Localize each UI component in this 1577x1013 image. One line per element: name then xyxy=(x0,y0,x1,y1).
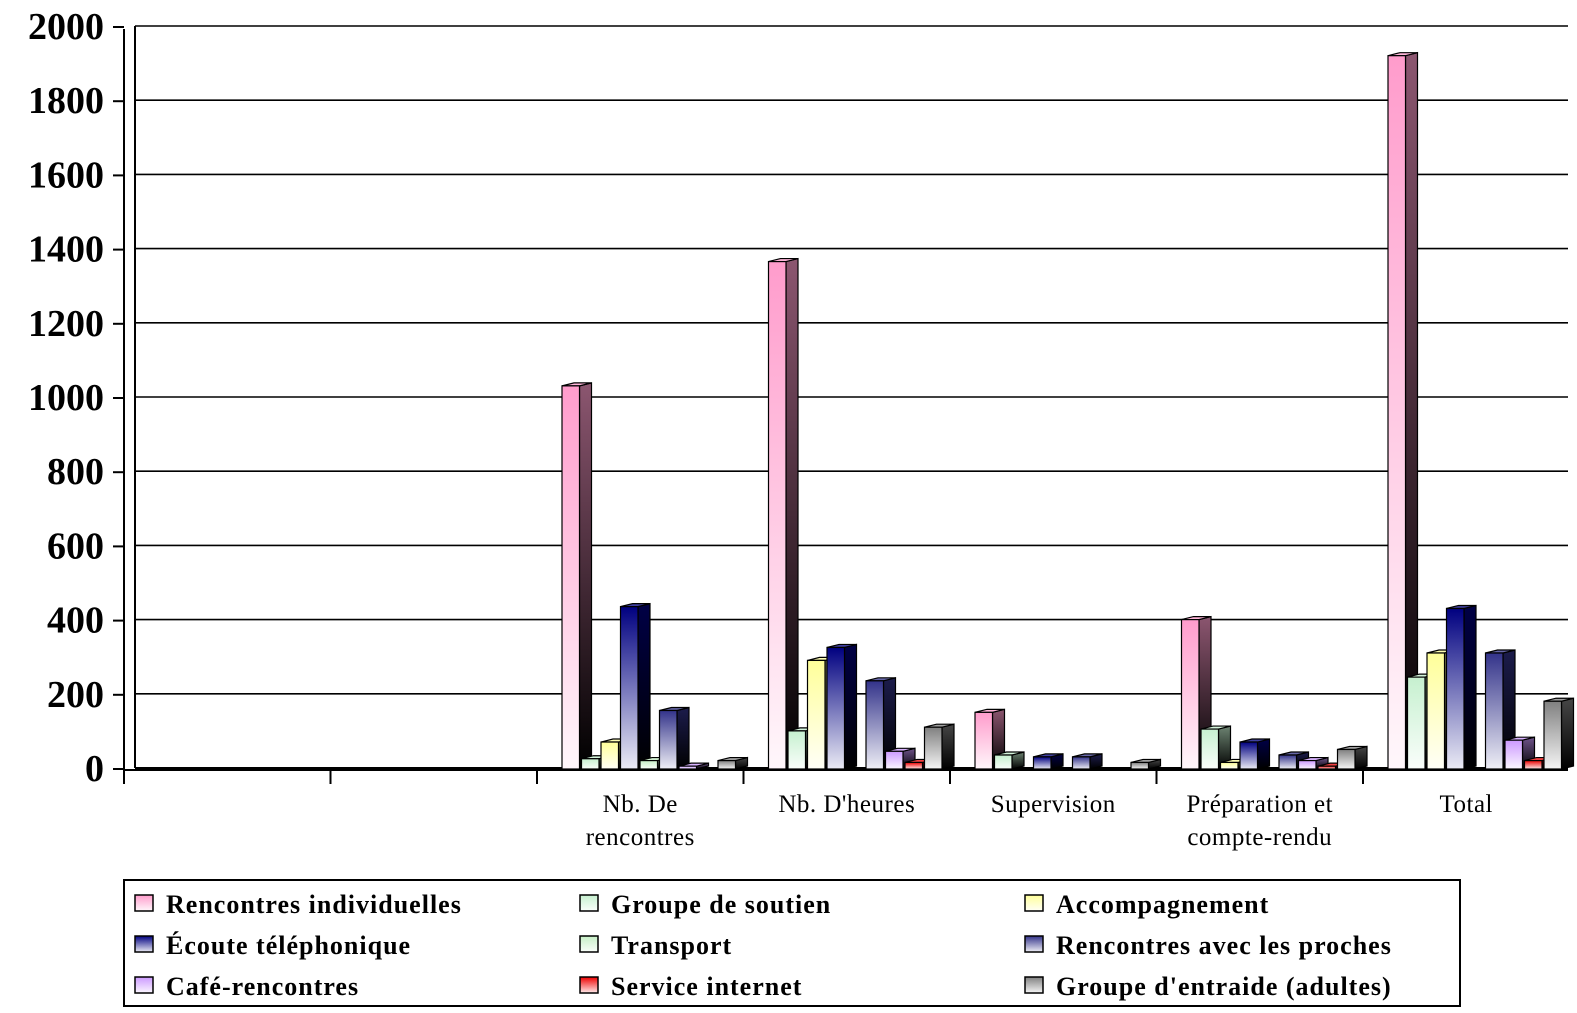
legend-swatch xyxy=(579,935,599,953)
y-tick-label: 1000 xyxy=(28,377,104,419)
legend: Rencontres individuelles Groupe de soutie… xyxy=(123,879,1461,1007)
legend-box xyxy=(123,879,1461,1007)
y-tick-label: 1800 xyxy=(28,80,104,122)
legend-label: Rencontres individuelles xyxy=(166,890,462,919)
bar xyxy=(1543,697,1575,770)
bar xyxy=(658,706,690,770)
legend-label: Groupe d'entraide (adultes) xyxy=(1056,972,1392,1001)
bar xyxy=(561,382,593,770)
y-tick-label: 800 xyxy=(47,451,104,493)
y-tick-label: 400 xyxy=(47,600,104,642)
bars xyxy=(561,51,1575,770)
x-tick-label: Nb. D'heures xyxy=(778,791,915,818)
legend-swatch xyxy=(1024,976,1044,994)
bar xyxy=(1336,745,1368,770)
legend-label: Service internet xyxy=(611,972,802,1001)
bar xyxy=(1445,604,1477,770)
legend-swatch xyxy=(579,894,599,912)
y-tick-label: 200 xyxy=(47,674,104,716)
bar xyxy=(619,602,651,770)
gridlines xyxy=(135,25,1568,695)
x-tick-label: Préparation et xyxy=(1186,791,1333,818)
legend-item: Écoute téléphonique xyxy=(134,931,411,960)
legend-label: Écoute téléphonique xyxy=(166,931,411,960)
bar xyxy=(826,643,858,770)
legend-label: Groupe de soutien xyxy=(611,890,831,919)
legend-item: Service internet xyxy=(579,972,802,1001)
legend-item: Accompagnement xyxy=(1024,890,1269,919)
bar xyxy=(993,751,1025,770)
bar xyxy=(1032,753,1064,770)
legend-item: Groupe de soutien xyxy=(579,890,831,919)
x-tick-label: rencontres xyxy=(586,824,695,851)
y-tick-label: 2000 xyxy=(28,6,104,48)
y-tick-label: 0 xyxy=(85,748,104,790)
bar xyxy=(767,257,799,770)
legend-label: Rencontres avec les proches xyxy=(1056,931,1392,960)
legend-swatch xyxy=(579,976,599,994)
legend-item: Groupe d'entraide (adultes) xyxy=(1024,972,1392,1001)
axes xyxy=(113,26,1568,784)
legend-item: Transport xyxy=(579,931,732,960)
tick-labels: 0 200 400 600 800 1000 1200 1400 1600 1800 2000 Nb.… xyxy=(28,6,1493,851)
x-tick-label: Nb. De xyxy=(603,791,678,818)
y-tick-label: 600 xyxy=(47,525,104,567)
x-tick-label: Supervision xyxy=(991,791,1116,818)
legend-swatch xyxy=(134,935,154,953)
bar xyxy=(1130,758,1162,770)
legend-swatch xyxy=(134,894,154,912)
y-tick-label: 1200 xyxy=(28,303,104,345)
bar xyxy=(717,756,749,770)
y-tick-label: 1400 xyxy=(28,229,104,271)
bar xyxy=(865,677,897,770)
legend-swatch xyxy=(134,976,154,994)
bar xyxy=(1239,738,1271,770)
x-tick-label: Total xyxy=(1439,791,1493,818)
bar xyxy=(1504,736,1536,770)
x-tick-label: compte-rendu xyxy=(1187,824,1332,851)
legend-item: Rencontres individuelles xyxy=(134,890,462,919)
legend-item: Café-rencontres xyxy=(134,972,359,1001)
legend-label: Transport xyxy=(611,931,732,960)
bar xyxy=(678,762,710,770)
legend-label: Café-rencontres xyxy=(166,972,359,1001)
legend-item: Rencontres avec les proches xyxy=(1024,931,1392,960)
bar xyxy=(923,723,955,770)
legend-swatch xyxy=(1024,935,1044,953)
legend-swatch xyxy=(1024,894,1044,912)
legend-label: Accompagnement xyxy=(1056,890,1269,919)
bar xyxy=(1071,753,1103,770)
bar xyxy=(1387,51,1419,770)
y-tick-label: 1600 xyxy=(28,154,104,196)
